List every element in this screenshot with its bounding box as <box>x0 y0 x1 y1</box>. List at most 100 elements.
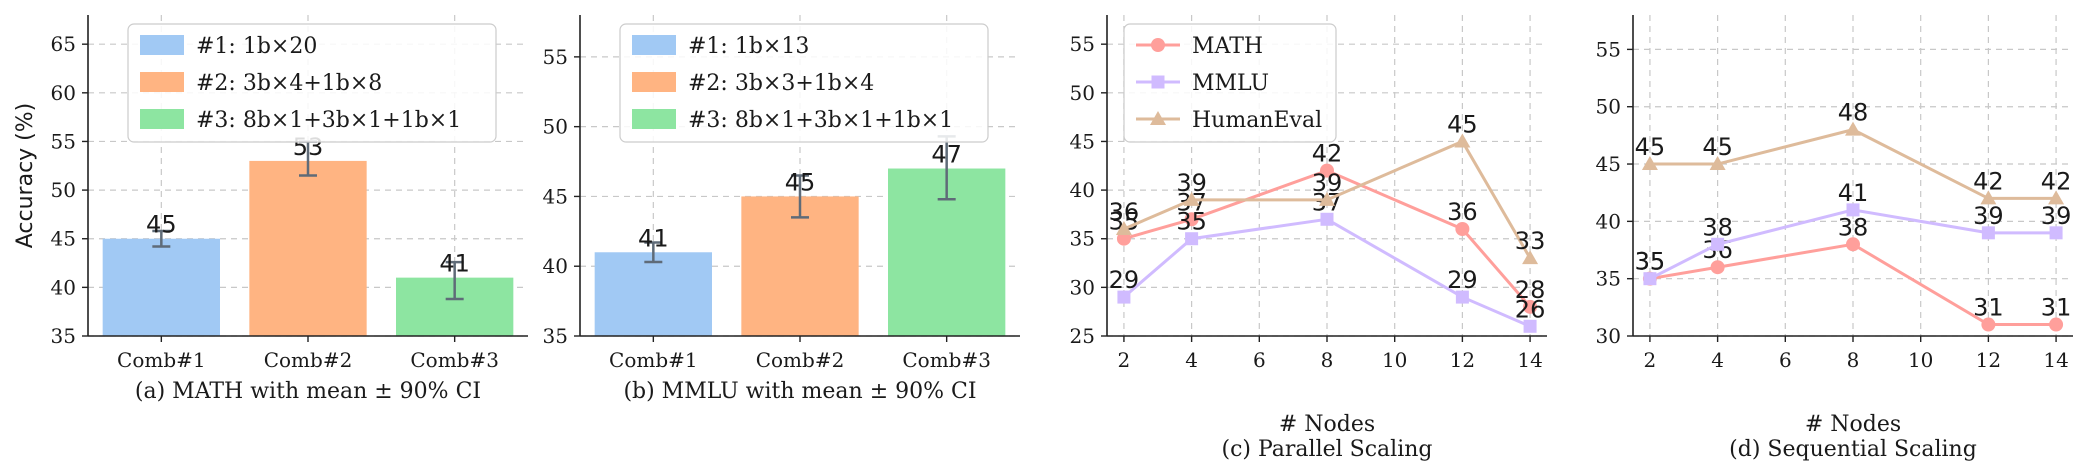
legend: #1: 1b×13 #2: 3b×3+1b×4 #3: 8b×1+3b×1+1b×1 <box>619 23 989 143</box>
legend-swatch <box>140 109 184 129</box>
data-point <box>1184 212 1199 227</box>
legend-item: #2: 3b×4+1b×8 <box>196 71 382 96</box>
panel-3: 2530354045505524681012143537423628293537… <box>1070 15 1547 462</box>
data-label: 42 <box>2041 167 2072 195</box>
legend-item: #1: 1b×13 <box>688 34 809 59</box>
data-label: 28 <box>1515 276 1546 304</box>
x-tick-label: 4 <box>1185 348 1198 372</box>
data-point <box>1523 319 1537 333</box>
y-tick-label: 50 <box>51 178 76 202</box>
data-point <box>1115 221 1132 235</box>
y-tick-label: 35 <box>543 324 568 348</box>
bar-Comb1 <box>594 252 712 336</box>
data-point <box>1845 121 1861 136</box>
panel-1: 3540455055606545Comb#153Comb#241Comb#3(a… <box>13 15 528 404</box>
legend-box <box>619 23 989 143</box>
x-tick-label: 6 <box>1779 348 1792 372</box>
legend-box <box>1123 23 1337 143</box>
data-point <box>1185 232 1199 246</box>
x-tick-label: Comb#1 <box>609 348 698 372</box>
data-label: 39 <box>1312 169 1343 197</box>
data-label: 35 <box>1176 208 1207 236</box>
data-label: 41 <box>1838 179 1869 207</box>
legend-item: #1: 1b×20 <box>196 34 317 59</box>
data-point <box>1980 190 1997 205</box>
legend-swatch <box>140 72 184 92</box>
y-tick-label: 25 <box>1070 324 1095 348</box>
x-tick-label: Comb#2 <box>756 348 845 372</box>
series-humaneval: 45 45 48 42 42 <box>1635 99 2072 205</box>
data-point <box>1320 163 1334 178</box>
y-tick-label: 50 <box>1596 95 1621 119</box>
data-point <box>1455 222 1470 236</box>
data-point <box>2049 226 2063 240</box>
data-point <box>1643 272 1657 286</box>
data-label: 38 <box>1838 213 1869 241</box>
y-tick-label: 45 <box>543 184 568 208</box>
data-label: 31 <box>1973 294 2004 322</box>
y-tick-label: 50 <box>543 115 568 139</box>
y-tick-label: 30 <box>1070 275 1095 299</box>
data-label: 39 <box>1176 169 1207 197</box>
data-label: 29 <box>1109 266 1140 294</box>
x-tick-label: Comb#1 <box>117 348 206 372</box>
data-point <box>1454 133 1471 148</box>
series-mmlu: 2935372926 <box>1109 188 1546 333</box>
data-label: 39 <box>1973 202 2004 230</box>
x-tick-label: Comb#3 <box>410 348 499 372</box>
data-point <box>1981 226 1995 240</box>
y-tick-label: 55 <box>1070 32 1095 56</box>
data-label: 45 <box>1702 133 1733 161</box>
y-tick-label: 55 <box>1596 37 1621 61</box>
y-tick-label: 50 <box>1070 81 1095 105</box>
x-tick-label: 12 <box>1450 348 1475 372</box>
legend-item: HumanEval <box>1192 108 1322 133</box>
legend-item: MATH <box>1192 34 1263 59</box>
x-tick-label: 2 <box>1644 348 1657 372</box>
panel-title: (a) MATH with mean ± 90% CI <box>135 379 481 404</box>
data-point <box>1320 212 1334 226</box>
series-mmlu: 35 38 41 39 39 <box>1635 179 2071 286</box>
y-tick-label: 40 <box>1596 209 1621 233</box>
data-label: 33 <box>1515 227 1546 255</box>
legend-marker <box>1151 38 1165 52</box>
legend: #1: 1b×20 #2: 3b×4+1b×8 #3: 8b×1+3b×1+1b×1 <box>127 23 497 143</box>
data-label: 42 <box>1312 140 1343 168</box>
data-label: 48 <box>1838 99 1869 127</box>
x-tick-label: 14 <box>2043 348 2068 372</box>
data-label: 45 <box>1635 133 1666 161</box>
y-axis-label: Accuracy (%) <box>13 103 38 249</box>
data-label: 26 <box>1515 295 1546 323</box>
data-label: 36 <box>1447 198 1478 226</box>
x-tick-label: Comb#2 <box>264 348 353 372</box>
y-tick-label: 55 <box>51 129 76 153</box>
data-label: 42 <box>1973 167 2004 195</box>
data-point <box>1710 260 1725 275</box>
data-point <box>1522 250 1539 265</box>
y-tick-label: 60 <box>51 81 76 105</box>
data-label: 45 <box>1447 110 1478 138</box>
data-point <box>1455 290 1469 304</box>
data-point <box>1709 156 1726 171</box>
legend-marker <box>1150 111 1166 125</box>
data-point <box>1183 191 1200 206</box>
legend-swatch <box>632 109 676 129</box>
data-point <box>1641 156 1658 171</box>
data-label: 35 <box>1635 248 1666 276</box>
x-tick-label: 8 <box>1321 348 1334 372</box>
legend-item: #3: 8b×1+3b×1+1b×1 <box>688 108 953 133</box>
data-point <box>1711 237 1725 251</box>
panel-4: 3035404550552468101214353638313135384139… <box>1596 15 2073 462</box>
x-tick-label: 10 <box>1908 348 1933 372</box>
data-point <box>1116 231 1131 246</box>
legend-swatch <box>632 72 676 92</box>
x-tick-label: 8 <box>1847 348 1860 372</box>
data-label: 31 <box>2041 294 2072 322</box>
x-axis-label: # Nodes <box>1279 412 1375 437</box>
x-tick-label: Comb#3 <box>902 348 991 372</box>
panel-title: (d) Sequential Scaling <box>1729 437 1977 462</box>
data-point <box>2049 317 2064 332</box>
data-label: 47 <box>931 141 962 169</box>
y-tick-label: 45 <box>51 227 76 251</box>
panel-title: (c) Parallel Scaling <box>1222 437 1433 462</box>
